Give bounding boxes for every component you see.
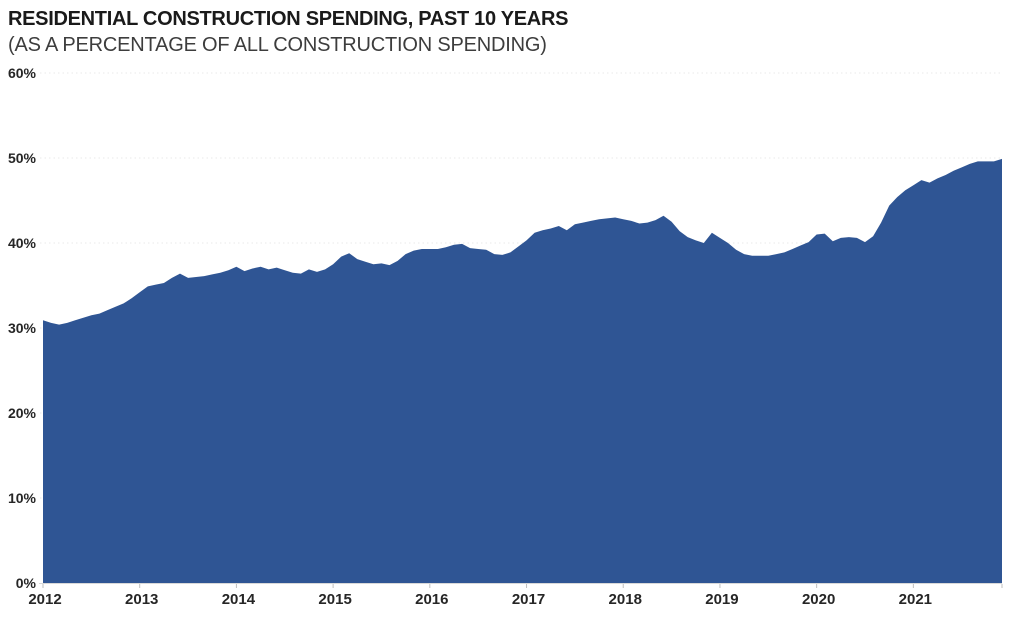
y-axis-label: 10% — [8, 490, 37, 506]
y-axis-label: 30% — [8, 320, 37, 336]
y-axis-label: 0% — [16, 575, 37, 591]
x-axis-label: 2013 — [125, 591, 158, 608]
x-axis-label: 2018 — [609, 591, 642, 608]
x-axis-label: 2014 — [222, 591, 256, 608]
y-axis-label: 60% — [8, 65, 37, 81]
x-axis-label: 2015 — [318, 591, 351, 608]
x-axis-label: 2016 — [415, 591, 448, 608]
x-axis-label: 2021 — [899, 591, 932, 608]
y-axis-label: 50% — [8, 150, 37, 166]
x-axis-label: 2020 — [802, 591, 835, 608]
x-axis-label: 2012 — [28, 591, 61, 608]
area-series — [43, 158, 1002, 583]
y-axis-label: 40% — [8, 235, 37, 251]
y-axis-label: 20% — [8, 405, 37, 421]
x-axis-label: 2017 — [512, 591, 545, 608]
chart-subtitle: (AS A PERCENTAGE OF ALL CONSTRUCTION SPE… — [8, 34, 547, 56]
chart-title: RESIDENTIAL CONSTRUCTION SPENDING, PAST … — [8, 8, 569, 30]
x-axis-label: 2019 — [705, 591, 738, 608]
